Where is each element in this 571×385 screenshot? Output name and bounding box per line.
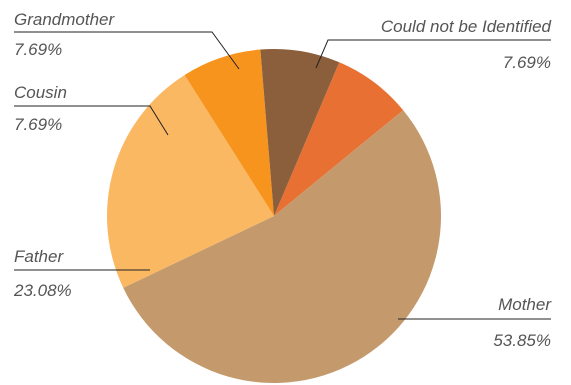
slice-value-father: 23.08% (13, 281, 72, 300)
slice-value-cousin: 7.69% (14, 115, 62, 134)
pie-slice-could-not-be-identified (274, 62, 404, 216)
pie-slice-grandmother (260, 49, 340, 216)
slice-value-mother: 53.85% (493, 331, 551, 350)
leader-line-grandmother (14, 31, 240, 70)
slice-value-could-not-be-identified: 7.69% (503, 53, 551, 72)
pie-slice-father (106, 74, 274, 288)
pie-labels: Could not be Identified 7.69% Mother 53.85%… (13, 10, 552, 350)
pie-slice-mother (123, 110, 442, 383)
pie-slices (106, 49, 442, 383)
leader-line-could-not-be-identified (315, 39, 551, 69)
pie-slice-cousin (184, 49, 274, 217)
slice-label-mother: Mother (498, 295, 552, 314)
slice-label-could-not-be-identified: Could not be Identified (381, 17, 552, 36)
slice-label-cousin: Cousin (14, 83, 67, 102)
leader-line-cousin (14, 105, 169, 136)
slice-value-grandmother: 7.69% (14, 40, 62, 59)
slice-label-father: Father (14, 247, 64, 266)
slice-label-grandmother: Grandmother (14, 10, 115, 29)
